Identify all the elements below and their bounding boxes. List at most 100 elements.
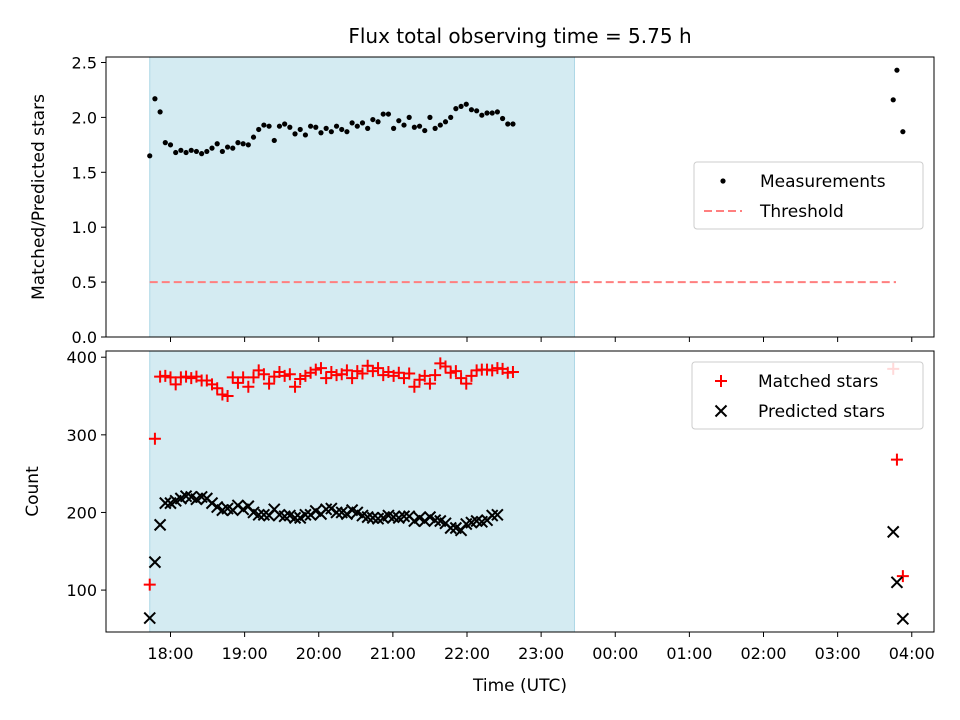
data-point-dot (328, 129, 334, 135)
data-point-dot (339, 126, 345, 133)
legend-label: Threshold (759, 202, 844, 222)
data-point-dot (344, 129, 350, 135)
observing-window-band-top (149, 56, 575, 338)
data-point-plus (392, 366, 405, 379)
y-tick-label: 2.5 (72, 53, 97, 72)
data-point-dot (307, 123, 314, 129)
data-point-x (153, 518, 167, 532)
data-point-dot (474, 108, 480, 114)
legend-box (693, 161, 924, 230)
data-point-dot (183, 149, 189, 156)
data-point-dot (199, 151, 205, 157)
data-point-plus (211, 382, 224, 395)
x-tick-label: 23:00 (518, 644, 564, 663)
data-point-dot (510, 121, 516, 127)
data-point-dot (292, 131, 298, 137)
data-point-plus (346, 372, 359, 385)
data-point-dot (499, 115, 506, 122)
data-point-plus (429, 369, 442, 382)
legend-swatch-dot (720, 178, 726, 184)
data-point-dot (167, 142, 174, 148)
data-point-dot (416, 123, 423, 129)
ratio-marks (147, 67, 906, 284)
data-point-dot (250, 134, 257, 140)
data-point-dot (391, 125, 397, 131)
data-point-plus (372, 362, 385, 375)
data-point-dot (162, 140, 168, 146)
data-point-plus (408, 380, 421, 393)
data-point-plus (231, 376, 244, 389)
data-point-plus (283, 368, 296, 381)
counts-legend: Matched stars Predicted stars (691, 361, 924, 430)
data-point-plus (465, 369, 478, 382)
data-point-dot (894, 67, 900, 73)
data-point-dot (349, 120, 355, 126)
data-point-dot (422, 127, 428, 134)
data-point-dot (219, 148, 225, 155)
data-point-plus (418, 369, 431, 382)
data-point-dot (375, 119, 381, 125)
chart-title: Flux total observing time = 5.75 h (348, 24, 691, 48)
data-point-plus (289, 380, 302, 393)
data-point-plus (449, 365, 462, 378)
data-point-plus (351, 365, 364, 378)
data-point-dot (333, 123, 340, 129)
data-point-dot (489, 110, 495, 116)
data-point-dot (406, 114, 412, 120)
data-point-plus (361, 359, 374, 372)
data-point-plus (159, 369, 172, 382)
data-point-plus (242, 380, 255, 393)
y-tick-label: 2.0 (72, 108, 97, 127)
counts-panel: 100 200 300 400 18:00 19:00 20:00 21:00 22:00 23… (23, 348, 935, 663)
data-point-dot (302, 132, 309, 138)
data-point-plus (444, 366, 457, 379)
ratio-axes-frame (105, 56, 935, 338)
data-point-x (252, 508, 265, 521)
data-point-plus (180, 370, 193, 383)
data-point-dot (479, 112, 485, 118)
data-point-plus (320, 372, 333, 385)
data-point-plus (356, 367, 369, 380)
x-tick-label: 01:00 (666, 644, 712, 663)
data-point-dot (411, 124, 417, 130)
x-tick-label: 19:00 (222, 644, 268, 663)
y-tick-label: 400 (66, 348, 97, 367)
ratio-x-ticks (169, 337, 913, 342)
x-tick-label: 03:00 (815, 644, 861, 663)
data-point-dot (437, 122, 443, 128)
data-point-dot (173, 149, 179, 156)
data-point-dot (432, 125, 438, 131)
y-tick-label: 100 (66, 581, 97, 600)
data-point-plus (185, 372, 198, 385)
legend-box (691, 361, 924, 430)
data-point-dot (468, 107, 475, 113)
data-point-plus (486, 364, 499, 377)
counts-y-axis-label: Count (23, 466, 43, 517)
data-point-plus (890, 453, 903, 466)
data-point-dot (276, 123, 283, 129)
data-point-dot (297, 126, 303, 133)
data-point-dot (245, 142, 251, 148)
x-tick-label: 18:00 (147, 644, 193, 663)
data-point-dot (890, 97, 896, 103)
data-point-dot (365, 125, 371, 131)
data-point-plus (439, 360, 452, 373)
data-point-x (890, 576, 904, 589)
data-point-plus (460, 377, 473, 390)
data-point-x (397, 510, 411, 523)
data-point-dot (271, 137, 277, 144)
ratio-panel: 0.0 0.5 1.0 1.5 2.0 2.5 Matched/Predicted sta… (29, 53, 935, 347)
data-point-plus (506, 365, 519, 378)
data-point-x (444, 521, 457, 535)
legend-label: Predicted stars (758, 402, 885, 422)
data-point-dot (463, 101, 469, 107)
data-point-plus (148, 432, 161, 445)
data-point-plus (263, 377, 276, 390)
data-point-plus (423, 377, 436, 390)
x-tick-label: 21:00 (370, 644, 416, 663)
data-point-dot (240, 141, 246, 147)
data-point-x (148, 555, 162, 569)
x-tick-label: 20:00 (296, 644, 342, 663)
data-point-dot (380, 111, 386, 117)
